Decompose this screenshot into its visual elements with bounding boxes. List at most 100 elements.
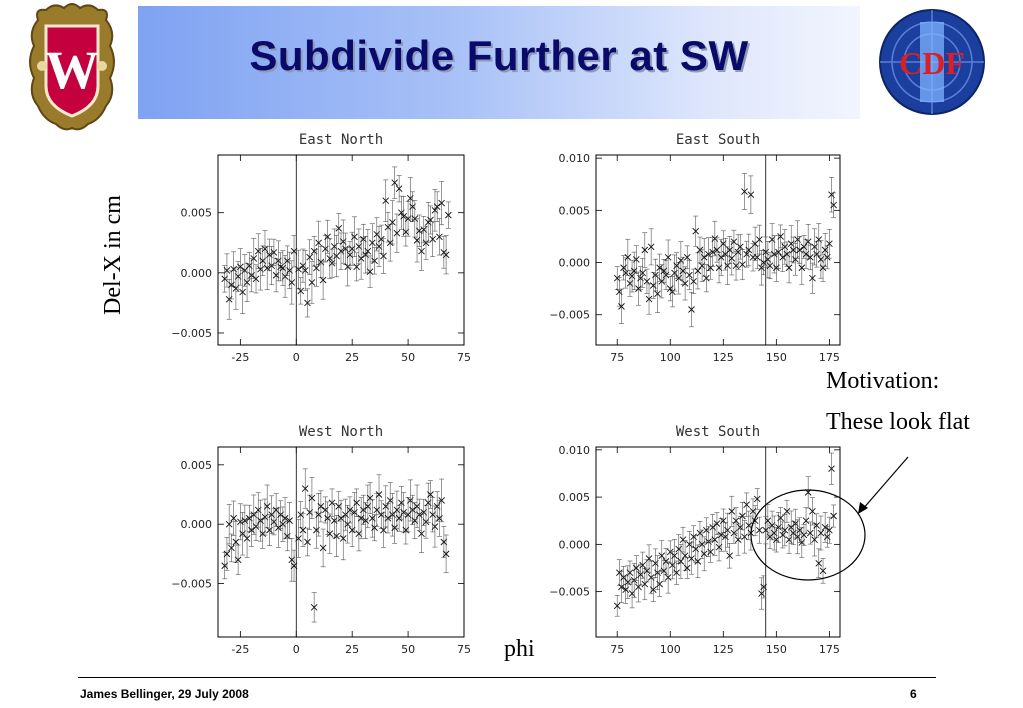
data-point-marker [297,287,305,295]
y-tick-label: −0.005 [171,578,212,591]
data-point-marker [301,267,309,274]
y-tick-label: −0.005 [171,327,212,340]
data-point-marker [438,199,445,207]
data-point-marker [313,264,320,272]
y-tick-label: 0.010 [559,444,591,457]
data-point-marker [433,203,441,211]
data-point-marker [700,550,708,558]
data-point-marker [775,248,782,256]
x-tick-label: 25 [345,643,359,656]
data-point-marker [639,269,646,277]
data-point-marker [418,247,425,255]
data-point-marker [741,533,748,541]
data-point-marker [683,253,691,261]
data-point-marker [243,535,251,542]
footer-divider [78,677,936,678]
data-point-marker [346,506,354,514]
data-point-marker [223,267,231,274]
data-point-marker [760,583,767,591]
data-point-marker [319,276,327,284]
data-point-marker [809,507,816,515]
data-point-marker [783,507,791,515]
data-point-marker [694,558,702,565]
data-point-marker [351,233,358,241]
data-point-marker [724,526,731,534]
data-point-marker [753,253,761,261]
y-tick-label: 0.000 [559,257,591,270]
data-point-marker [252,275,260,283]
data-point-marker [429,235,437,243]
data-point-marker [747,191,755,198]
data-point-marker [306,253,314,261]
data-point-marker [802,517,810,525]
data-point-marker [756,236,763,243]
data-point-marker [728,255,736,262]
x-tick-label: 175 [819,643,840,656]
data-point-marker [230,514,237,522]
data-point-marker [319,544,327,552]
data-point-marker [335,225,343,232]
data-point-marker [830,201,837,209]
data-point-marker [326,530,334,538]
data-point-marker [781,526,789,534]
data-point-marker [315,239,322,247]
data-point-marker [295,535,302,542]
data-point-marker [741,188,748,195]
x-tick-label: 175 [819,351,840,364]
data-point-marker [745,246,753,254]
data-point-marker [436,233,443,241]
data-point-marker [777,514,784,522]
data-point-marker [438,497,445,504]
panel-title: East South [676,132,760,148]
data-point-marker [368,239,376,247]
data-point-marker [380,526,387,534]
data-point-marker [339,535,347,542]
data-point-marker [736,243,744,251]
data-point-marker [728,507,736,515]
annotation-arrow [861,456,909,511]
data-point-marker [658,552,666,560]
data-point-marker [431,523,439,530]
data-point-marker [353,263,360,271]
data-point-marker [688,555,695,562]
data-point-marker [686,271,693,279]
wisconsin-crest-logo: W [29,3,115,131]
data-point-marker [632,256,640,263]
data-point-marker [649,586,657,594]
data-point-marker [806,529,814,537]
data-point-marker [681,280,689,287]
slide-title: Subdivide Further at SW [249,32,749,79]
data-point-marker [819,567,827,575]
x-tick-label: 75 [457,643,471,656]
data-point-marker [804,238,812,245]
data-point-marker [613,602,621,610]
motivation-heading: Motivation: [826,368,940,394]
data-point-marker [673,569,680,577]
data-point-marker [717,531,725,539]
x-tick-label: 50 [401,351,415,364]
data-point-marker [295,265,302,273]
data-point-marker [393,229,401,237]
data-point-marker [645,555,653,562]
data-point-marker [826,240,833,248]
data-point-marker [228,544,235,552]
data-point-marker [310,603,318,611]
x-tick-label: 150 [766,351,787,364]
data-point-marker [239,288,246,296]
data-point-marker [798,264,806,272]
data-point-marker [371,257,378,265]
data-point-marker [250,255,258,262]
data-point-marker [290,247,298,255]
x-axis-label: phi [504,636,535,662]
data-point-marker [304,538,311,546]
data-point-marker [223,550,231,558]
data-point-marker [641,246,649,254]
data-point-marker [270,249,278,256]
data-point-marker [626,569,634,577]
x-tick-label: 75 [457,351,471,364]
data-point-marker [225,520,233,528]
data-point-marker [375,491,383,498]
y-tick-label: 0.005 [181,207,213,220]
data-point-marker [308,279,316,286]
